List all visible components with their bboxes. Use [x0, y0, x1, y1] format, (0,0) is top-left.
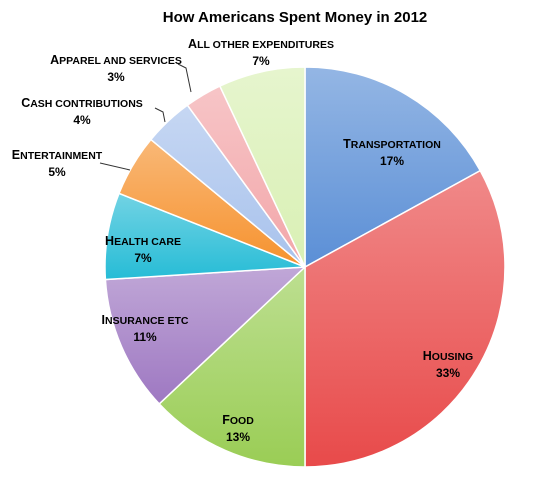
slice-value-label: 4%	[73, 113, 91, 127]
label-cash-contributions: CASH CONTRIBUTIONS 4%	[21, 96, 143, 127]
leader-line-cash-contributions	[154, 107, 166, 123]
label-all-other-expenditures: ALL OTHER EXPENDITURES 7%	[188, 37, 334, 68]
label-health-care: HEALTH CARE 7%	[105, 234, 181, 265]
leader-line-apparel-and-services	[177, 63, 192, 93]
slice-value-label: 33%	[436, 366, 460, 380]
slice-name-label: HEALTH CARE	[105, 234, 181, 248]
slice-all-other-expenditures	[218, 66, 306, 268]
slice-food	[158, 265, 306, 468]
slice-name-label: INSURANCE ETC	[102, 313, 189, 327]
slice-housing	[304, 169, 506, 468]
slice-name-label: CASH CONTRIBUTIONS	[21, 96, 143, 110]
slice-labels: TRANSPORTATION 17% HOUSING 33% FOOD 13% INSURA…	[12, 37, 473, 444]
slice-value-label: 5%	[48, 165, 66, 179]
leader-line-entertainment	[99, 162, 131, 171]
slice-name-label: HOUSING	[423, 349, 473, 363]
slice-value-label: 13%	[226, 430, 250, 444]
slice-name-label: FOOD	[222, 413, 254, 427]
slice-name-label: TRANSPORTATION	[343, 137, 441, 151]
slice-name-label: APPAREL AND SERVICES	[50, 53, 182, 67]
slice-insurance-etc	[104, 266, 308, 405]
slice-name-label: ENTERTAINMENT	[12, 148, 103, 162]
label-entertainment: ENTERTAINMENT 5%	[12, 148, 103, 179]
chart-title: How Americans Spent Money in 2012	[163, 9, 428, 26]
leader-lines	[99, 63, 192, 171]
slice-value-label: 7%	[252, 54, 270, 68]
slice-value-label: 7%	[134, 251, 152, 265]
label-apparel-and-services: APPAREL AND SERVICES 3%	[50, 53, 182, 84]
label-food: FOOD 13%	[222, 413, 254, 444]
label-transportation: TRANSPORTATION 17%	[343, 137, 441, 168]
slice-name-label: ALL OTHER EXPENDITURES	[188, 37, 334, 51]
slice-transportation	[304, 66, 482, 269]
slice-value-label: 3%	[107, 70, 125, 84]
pie-slices	[104, 66, 506, 468]
label-insurance-etc: INSURANCE ETC 11%	[102, 313, 189, 344]
slice-value-label: 11%	[133, 330, 157, 344]
label-housing: HOUSING 33%	[423, 349, 473, 380]
slice-value-label: 17%	[380, 154, 404, 168]
